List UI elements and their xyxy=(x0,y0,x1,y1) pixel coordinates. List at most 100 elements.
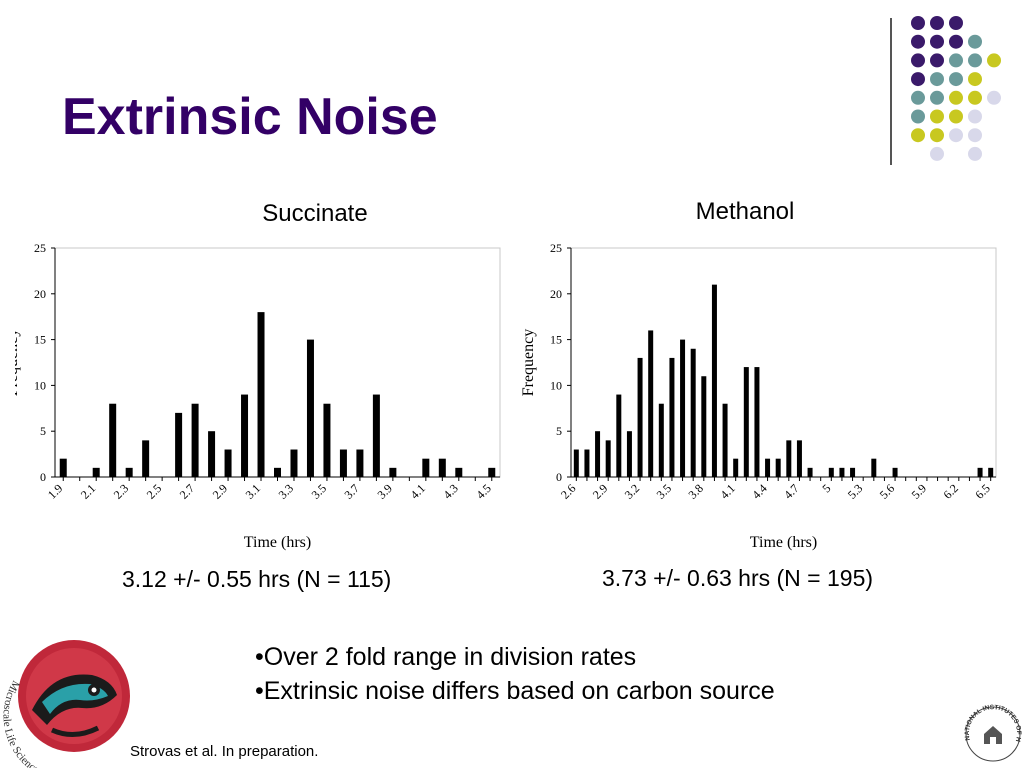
histogram-bar xyxy=(977,467,983,477)
methanol-stat: 3.73 +/- 0.63 hrs (N = 195) xyxy=(602,565,874,591)
y-tick-label: 0 xyxy=(40,470,46,484)
bullet-list: •Over 2 fold range in division rates •Ex… xyxy=(255,640,775,708)
decor-dot xyxy=(911,109,925,124)
histogram-bar xyxy=(871,458,877,477)
histogram-bar xyxy=(648,330,654,477)
histogram-bar xyxy=(224,449,232,477)
x-tick-label: 5.3 xyxy=(845,481,866,502)
histogram-bar xyxy=(722,403,728,477)
histogram-bar xyxy=(828,467,834,477)
x-tick-label: 6.5 xyxy=(972,481,993,502)
histogram-bar xyxy=(775,458,781,477)
y-tick-label: 25 xyxy=(550,241,562,255)
y-tick-label: 5 xyxy=(556,424,562,438)
y-tick-label: 5 xyxy=(40,424,46,438)
histogram-bar xyxy=(92,467,100,477)
histogram-bar xyxy=(850,467,856,477)
histogram-bar xyxy=(584,449,590,477)
x-tick-label: 5.9 xyxy=(909,481,930,502)
histogram-bar xyxy=(339,449,347,477)
histogram-bar xyxy=(988,467,994,477)
y-tick-label: 20 xyxy=(34,287,46,301)
histogram-bar xyxy=(372,394,380,477)
histogram-bar xyxy=(125,467,133,477)
histogram-bar xyxy=(274,467,281,477)
x-tick-label: 4.1 xyxy=(717,481,738,502)
bullet-item: •Over 2 fold range in division rates xyxy=(255,643,637,671)
decor-dot xyxy=(911,72,925,87)
decor-dot xyxy=(968,109,982,124)
decor-dot xyxy=(968,146,982,161)
x-tick-label: 3.9 xyxy=(374,481,395,502)
decor-dot xyxy=(949,109,963,124)
x-tick-label: 3.5 xyxy=(654,481,675,502)
decor-dot xyxy=(949,72,963,87)
histogram-bar xyxy=(175,412,183,477)
y-axis-label: Frequency xyxy=(15,329,21,397)
citation: Strovas et al. In preparation. xyxy=(130,743,319,760)
divider-line xyxy=(890,18,892,165)
decor-dot xyxy=(930,72,944,87)
histogram-bar xyxy=(323,403,331,477)
histogram-bar xyxy=(616,394,622,477)
x-axis-label: Time (hrs) xyxy=(750,534,817,551)
decor-dot xyxy=(949,16,963,30)
x-tick-label: 4.4 xyxy=(749,481,770,502)
x-tick-label: 2.1 xyxy=(78,481,99,502)
decor-dot xyxy=(911,16,925,30)
decor-dot xyxy=(968,53,982,68)
decor-dot xyxy=(930,16,944,30)
x-tick-label: 4.7 xyxy=(781,481,802,502)
histogram-bar xyxy=(142,440,150,477)
histogram-bar xyxy=(658,403,664,477)
x-tick-label: 6.2 xyxy=(940,481,961,502)
decor-dot xyxy=(930,109,944,124)
y-tick-label: 15 xyxy=(550,333,562,347)
x-tick-label: 3.5 xyxy=(309,481,330,502)
histogram-bar xyxy=(455,467,463,477)
methanol-chart-title: Methanol xyxy=(695,198,795,225)
histogram-bar xyxy=(839,467,845,477)
x-tick-label: 4.3 xyxy=(440,481,461,502)
succinate-histogram: 0 5 10 15 20 25 1.9 2.1 2.3 2.5 2.7 2.9 3.1 3.3 3.5 3.7… xyxy=(15,241,501,551)
x-tick-label: 3.8 xyxy=(685,481,706,502)
histogram-bar xyxy=(807,467,813,477)
decor-dot xyxy=(987,53,1001,68)
histogram-bar xyxy=(356,449,364,477)
mlsc-logo: Microscale Life Sciences Center xyxy=(2,640,130,768)
succinate-chart-title: Succinate xyxy=(262,200,368,227)
histogram-bar xyxy=(438,458,446,477)
x-tick-label: 2.9 xyxy=(210,481,231,502)
x-tick-label: 2.9 xyxy=(590,481,611,502)
decor-dot xyxy=(968,34,982,49)
x-tick-label: 2.7 xyxy=(177,481,198,502)
decor-dot xyxy=(949,128,963,143)
decor-dot xyxy=(968,72,982,87)
x-tick-label: 2.3 xyxy=(111,481,132,502)
histogram-bar xyxy=(733,458,739,477)
slide-title: Extrinsic Noise xyxy=(62,88,438,146)
plot-area xyxy=(570,247,997,478)
x-tick-label: 5.6 xyxy=(877,481,898,502)
decor-dot xyxy=(911,128,925,143)
histogram-bar xyxy=(422,458,430,477)
x-tick-label: 3.3 xyxy=(276,481,297,502)
histogram-bar xyxy=(595,431,601,477)
decor-dot xyxy=(949,34,963,49)
histogram-bar xyxy=(208,431,216,477)
decor-dot xyxy=(911,53,925,68)
histogram-bar xyxy=(669,357,675,477)
histogram-bar xyxy=(488,467,496,477)
histogram-bar xyxy=(605,440,611,477)
histogram-bar xyxy=(754,367,760,477)
succinate-stat: 3.12 +/- 0.55 hrs (N = 115) xyxy=(122,566,392,592)
histogram-bar xyxy=(701,376,707,477)
decor-dot xyxy=(911,34,925,49)
histogram-bar xyxy=(290,449,298,477)
x-tick-label: 2.6 xyxy=(558,481,579,502)
histogram-bar xyxy=(389,467,397,477)
x-tick-label: 1.9 xyxy=(45,481,66,502)
y-tick-label: 0 xyxy=(556,470,562,484)
x-tick-label: 3.2 xyxy=(622,481,643,502)
decor-dot xyxy=(930,90,944,105)
